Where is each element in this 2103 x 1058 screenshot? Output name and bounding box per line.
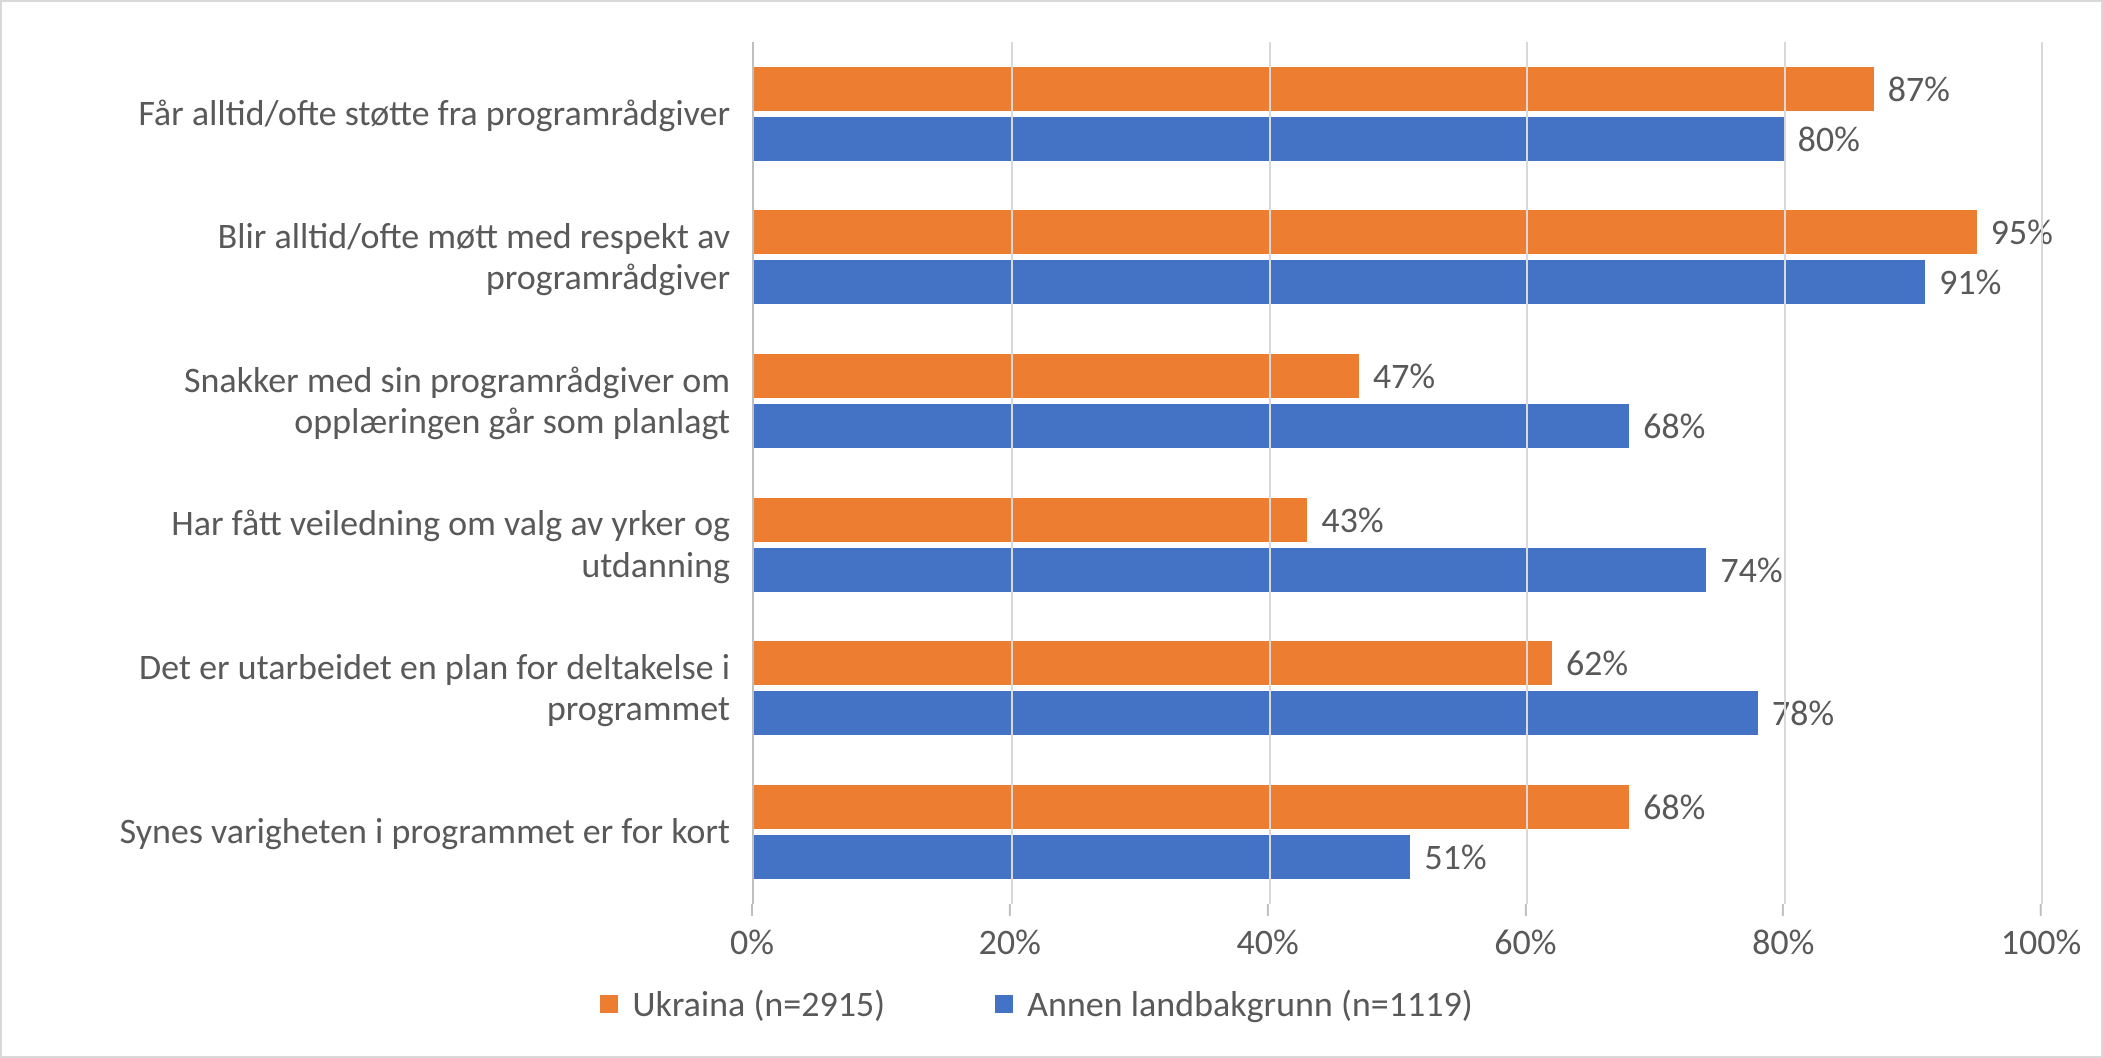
- bar-row: 43%: [754, 498, 2041, 542]
- category-group: 87% 80%: [754, 44, 2041, 184]
- x-tick-mark: [1267, 904, 1269, 916]
- legend-swatch: [995, 995, 1013, 1013]
- x-tick: 40%: [1236, 904, 1298, 964]
- bar-annen: 68%: [754, 404, 1629, 448]
- bar-value-label: 43%: [1307, 498, 1383, 542]
- bar-ukraina: 68%: [754, 785, 1629, 829]
- bar-row: 80%: [754, 117, 2041, 161]
- bar-value-label: 91%: [1925, 260, 2001, 304]
- bar-value-label: 51%: [1410, 835, 1486, 879]
- x-tick-mark: [2040, 904, 2042, 916]
- bar-annen: 78%: [754, 691, 1758, 735]
- legend-swatch: [600, 995, 618, 1013]
- legend-item-annen: Annen landbakgrunn (n=1119): [995, 982, 1473, 1026]
- bar-annen: 51%: [754, 835, 1410, 879]
- category-label: Har fått veiledning om valg av yrker og …: [32, 475, 752, 615]
- grid-line: [2041, 42, 2043, 904]
- x-tick: 0%: [730, 904, 774, 964]
- bar-value-label: 80%: [1784, 117, 1860, 161]
- x-axis: 0%20%40%60%80%100%: [32, 904, 2041, 964]
- bar-value-label: 68%: [1629, 404, 1705, 448]
- x-tick-mark: [1009, 904, 1011, 916]
- x-tick-label: 20%: [979, 916, 1041, 964]
- x-tick-label: 80%: [1752, 916, 1814, 964]
- x-tick-label: 100%: [2001, 916, 2081, 964]
- category-label: Får alltid/ofte støtte fra programrådgiv…: [32, 44, 752, 184]
- bar-annen: 74%: [754, 548, 1706, 592]
- x-tick-label: 60%: [1494, 916, 1556, 964]
- bar-value-label: 87%: [1874, 67, 1950, 111]
- bar-chart: Får alltid/ofte støtte fra programrådgiv…: [0, 0, 2103, 1058]
- bar-row: 51%: [754, 835, 2041, 879]
- bar-value-label: 74%: [1706, 548, 1782, 592]
- bar-value-label: 78%: [1758, 691, 1834, 735]
- plot-area: 87% 80% 95% 91% 47% 68% 43% 74% 62% 78% 68% 51%: [752, 42, 2041, 904]
- x-tick-mark: [1524, 904, 1526, 916]
- bar-row: 68%: [754, 404, 2041, 448]
- x-tick: 80%: [1752, 904, 1814, 964]
- bar-row: 74%: [754, 548, 2041, 592]
- bar-row: 78%: [754, 691, 2041, 735]
- bar-row: 91%: [754, 260, 2041, 304]
- grid-line: [1784, 42, 1786, 904]
- x-tick-mark: [751, 904, 753, 916]
- grid-line: [1011, 42, 1013, 904]
- category-label: Snakker med sin programrådgiver om opplæ…: [32, 331, 752, 471]
- legend-item-ukraina: Ukraina (n=2915): [600, 982, 885, 1026]
- category-label: Det er utarbeidet en plan for deltakelse…: [32, 618, 752, 758]
- bar-row: 62%: [754, 641, 2041, 685]
- x-tick: 20%: [979, 904, 1041, 964]
- bar-value-label: 47%: [1359, 354, 1435, 398]
- x-axis-ticks: 0%20%40%60%80%100%: [752, 904, 2041, 964]
- x-axis-spacer: [32, 904, 752, 964]
- bar-annen: 91%: [754, 260, 1925, 304]
- bar-row: 95%: [754, 210, 2041, 254]
- bar-row: 87%: [754, 67, 2041, 111]
- plot-row: Får alltid/ofte støtte fra programrådgiv…: [32, 42, 2041, 904]
- x-tick-mark: [1782, 904, 1784, 916]
- category-group: 43% 74%: [754, 475, 2041, 615]
- bar-ukraina: 43%: [754, 498, 1307, 542]
- bar-row: 68%: [754, 785, 2041, 829]
- bar-value-label: 68%: [1629, 785, 1705, 829]
- category-group: 95% 91%: [754, 187, 2041, 327]
- bar-value-label: 62%: [1552, 641, 1628, 685]
- bar-row: 47%: [754, 354, 2041, 398]
- category-group: 47% 68%: [754, 331, 2041, 471]
- x-tick-label: 0%: [730, 916, 774, 964]
- y-axis-labels: Får alltid/ofte støtte fra programrådgiv…: [32, 42, 752, 904]
- category-group: 68% 51%: [754, 762, 2041, 902]
- legend: Ukraina (n=2915) Annen landbakgrunn (n=11…: [32, 964, 2041, 1026]
- grid-line: [1269, 42, 1271, 904]
- bar-ukraina: 87%: [754, 67, 1874, 111]
- bar-ukraina: 62%: [754, 641, 1552, 685]
- category-group: 62% 78%: [754, 618, 2041, 758]
- grid-line: [1526, 42, 1528, 904]
- x-tick: 60%: [1494, 904, 1556, 964]
- x-tick: 100%: [2001, 904, 2081, 964]
- category-label: Synes varigheten i programmet er for kor…: [32, 762, 752, 902]
- category-label: Blir alltid/ofte møtt med respekt av pro…: [32, 187, 752, 327]
- legend-label: Ukraina (n=2915): [632, 982, 885, 1026]
- bars-layer: 87% 80% 95% 91% 47% 68% 43% 74% 62% 78% 68% 51%: [754, 42, 2041, 904]
- legend-label: Annen landbakgrunn (n=1119): [1027, 982, 1473, 1026]
- x-tick-label: 40%: [1236, 916, 1298, 964]
- bar-ukraina: 95%: [754, 210, 1977, 254]
